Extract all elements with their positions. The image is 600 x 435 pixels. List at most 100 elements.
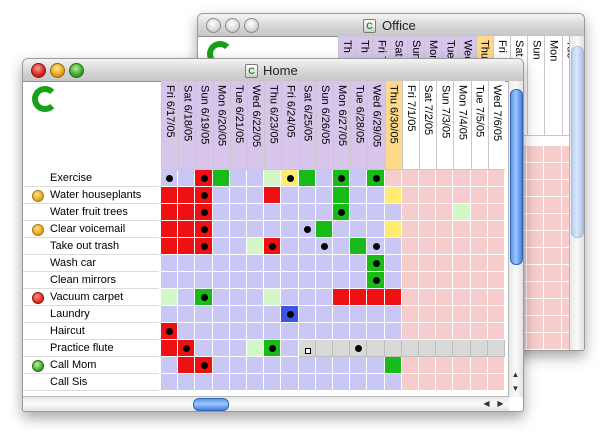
schedule-cell[interactable] bbox=[367, 221, 385, 238]
office-schedule-cell[interactable] bbox=[527, 299, 545, 316]
schedule-cell[interactable] bbox=[281, 255, 299, 272]
schedule-cell[interactable] bbox=[161, 255, 179, 272]
schedule-cell[interactable] bbox=[178, 306, 196, 323]
office-schedule-cell[interactable] bbox=[561, 333, 570, 350]
schedule-cell[interactable] bbox=[453, 357, 471, 374]
schedule-cell[interactable] bbox=[247, 204, 265, 221]
schedule-cell[interactable] bbox=[384, 340, 402, 357]
schedule-cell[interactable] bbox=[178, 170, 196, 187]
office-date-header[interactable]: Mon bbox=[544, 36, 562, 136]
office-schedule-cell[interactable] bbox=[544, 333, 562, 350]
schedule-cell[interactable] bbox=[384, 374, 402, 391]
schedule-cell[interactable] bbox=[264, 357, 282, 374]
office-schedule-cell[interactable] bbox=[527, 316, 545, 333]
office-schedule-cell[interactable] bbox=[544, 299, 562, 316]
office-schedule-cell[interactable] bbox=[561, 146, 570, 163]
schedule-cell[interactable] bbox=[384, 221, 402, 238]
schedule-cell[interactable] bbox=[333, 272, 351, 289]
schedule-cell[interactable] bbox=[453, 340, 471, 357]
schedule-cell[interactable] bbox=[161, 340, 179, 357]
schedule-cell[interactable] bbox=[350, 255, 368, 272]
task-row[interactable]: Water fruit trees bbox=[23, 204, 159, 221]
office-schedule-cell[interactable] bbox=[561, 282, 570, 299]
schedule-cell[interactable] bbox=[229, 340, 247, 357]
scroll-down-arrow-icon[interactable]: ▼ bbox=[511, 384, 520, 393]
schedule-cell[interactable] bbox=[436, 187, 454, 204]
schedule-cell[interactable] bbox=[247, 272, 265, 289]
date-header[interactable]: Sun 7/3/05 bbox=[436, 81, 454, 170]
schedule-cell[interactable] bbox=[350, 187, 368, 204]
task-row[interactable]: Take out trash bbox=[23, 238, 159, 255]
schedule-cell[interactable] bbox=[264, 374, 282, 391]
schedule-cell[interactable] bbox=[350, 374, 368, 391]
schedule-cell[interactable] bbox=[212, 221, 230, 238]
schedule-cell[interactable] bbox=[487, 221, 505, 238]
schedule-cell[interactable] bbox=[470, 221, 488, 238]
schedule-cell[interactable] bbox=[453, 289, 471, 306]
date-header[interactable]: Sun 6/26/05 bbox=[315, 81, 333, 170]
schedule-cell[interactable] bbox=[419, 187, 437, 204]
schedule-cell[interactable] bbox=[419, 306, 437, 323]
task-row[interactable]: Clear voicemail bbox=[23, 221, 159, 238]
task-row[interactable]: Wash car bbox=[23, 255, 159, 272]
schedule-cell[interactable] bbox=[212, 170, 230, 187]
schedule-cell[interactable] bbox=[333, 306, 351, 323]
schedule-cell[interactable] bbox=[419, 221, 437, 238]
schedule-cell[interactable] bbox=[401, 272, 419, 289]
schedule-cell[interactable] bbox=[453, 306, 471, 323]
schedule-cell[interactable] bbox=[333, 187, 351, 204]
office-schedule-cell[interactable] bbox=[544, 316, 562, 333]
office-scroll-thumb[interactable] bbox=[571, 46, 584, 238]
office-schedule-cell[interactable] bbox=[544, 248, 562, 265]
schedule-cell[interactable] bbox=[470, 187, 488, 204]
schedule-cell[interactable] bbox=[470, 170, 488, 187]
schedule-cell[interactable] bbox=[470, 238, 488, 255]
schedule-cell[interactable] bbox=[212, 272, 230, 289]
schedule-cell[interactable] bbox=[367, 357, 385, 374]
zoom-button[interactable] bbox=[69, 63, 84, 78]
schedule-cell[interactable] bbox=[315, 187, 333, 204]
schedule-cell[interactable] bbox=[161, 357, 179, 374]
zoom-button[interactable] bbox=[244, 18, 259, 33]
schedule-cell[interactable] bbox=[178, 221, 196, 238]
schedule-cell[interactable] bbox=[212, 238, 230, 255]
schedule-cell[interactable] bbox=[384, 238, 402, 255]
schedule-cell[interactable] bbox=[384, 272, 402, 289]
schedule-cell[interactable] bbox=[487, 323, 505, 340]
schedule-cell[interactable] bbox=[298, 187, 316, 204]
schedule-cell[interactable] bbox=[384, 255, 402, 272]
office-schedule-cell[interactable] bbox=[527, 163, 545, 180]
office-schedule-cell[interactable] bbox=[561, 265, 570, 282]
schedule-cell[interactable] bbox=[281, 221, 299, 238]
office-schedule-cell[interactable] bbox=[561, 299, 570, 316]
scroll-up-arrow-icon[interactable]: ▲ bbox=[511, 370, 520, 379]
schedule-cell[interactable] bbox=[178, 238, 196, 255]
schedule-cell[interactable] bbox=[436, 357, 454, 374]
schedule-cell[interactable] bbox=[384, 170, 402, 187]
schedule-cell[interactable] bbox=[487, 238, 505, 255]
schedule-cell[interactable] bbox=[384, 187, 402, 204]
schedule-cell[interactable] bbox=[453, 204, 471, 221]
office-titlebar[interactable]: C Office bbox=[198, 14, 584, 37]
schedule-cell[interactable] bbox=[487, 272, 505, 289]
schedule-cell[interactable] bbox=[419, 374, 437, 391]
office-schedule-cell[interactable] bbox=[544, 197, 562, 214]
home-horizontal-scroll-thumb[interactable] bbox=[193, 398, 229, 411]
schedule-cell[interactable] bbox=[453, 221, 471, 238]
scroll-right-arrow-icon[interactable]: ▶ bbox=[497, 399, 504, 408]
date-header[interactable]: Mon 6/20/05 bbox=[212, 81, 230, 170]
schedule-cell[interactable] bbox=[264, 187, 282, 204]
schedule-cell[interactable] bbox=[281, 323, 299, 340]
schedule-cell[interactable] bbox=[281, 374, 299, 391]
schedule-cell[interactable] bbox=[298, 306, 316, 323]
schedule-cell[interactable] bbox=[436, 170, 454, 187]
schedule-cell[interactable] bbox=[350, 221, 368, 238]
schedule-cell[interactable] bbox=[161, 187, 179, 204]
office-schedule-cell[interactable] bbox=[544, 146, 562, 163]
schedule-cell[interactable] bbox=[298, 255, 316, 272]
schedule-cell[interactable] bbox=[436, 221, 454, 238]
schedule-cell[interactable] bbox=[401, 374, 419, 391]
office-schedule-cell[interactable] bbox=[544, 231, 562, 248]
task-row[interactable]: Vacuum carpet bbox=[23, 289, 159, 306]
schedule-cell[interactable] bbox=[161, 289, 179, 306]
